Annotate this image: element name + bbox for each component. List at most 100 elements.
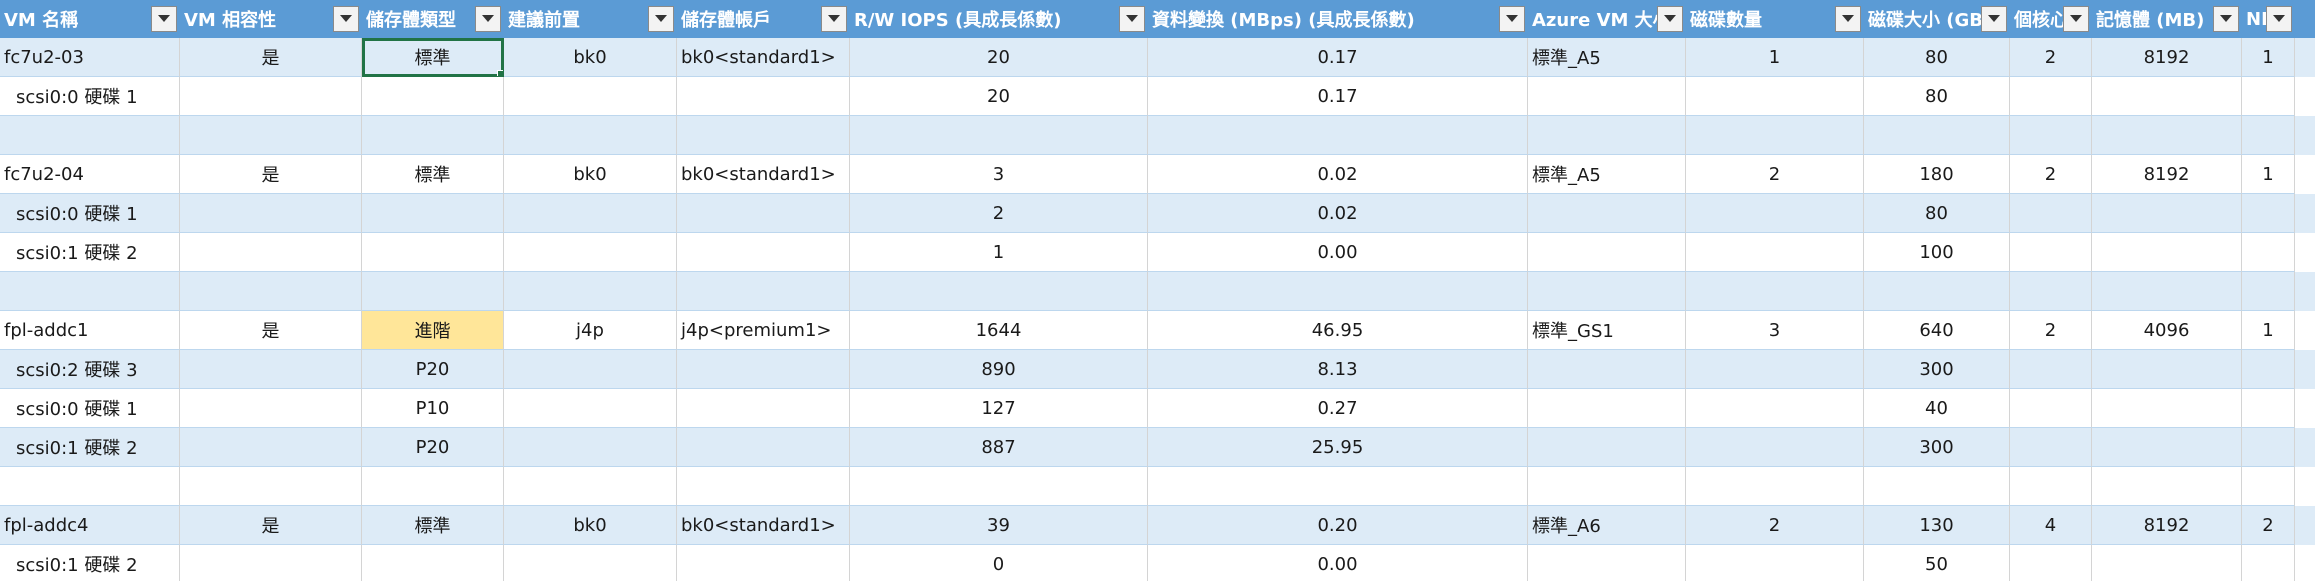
filter-dropdown-icon[interactable] bbox=[333, 6, 359, 32]
cell-data-churn[interactable] bbox=[1148, 116, 1528, 155]
cell-prefix[interactable] bbox=[504, 467, 677, 506]
cell-storage-type[interactable]: 標準 bbox=[362, 155, 504, 194]
cell-iops[interactable]: 39 bbox=[850, 506, 1148, 545]
cell-disk-count[interactable] bbox=[1686, 77, 1864, 116]
cell-storage-account[interactable] bbox=[677, 428, 850, 467]
cell-vm-name[interactable]: scsi0:1 硬碟 2 bbox=[0, 233, 180, 272]
filter-dropdown-icon[interactable] bbox=[648, 6, 674, 32]
cell-vm-compat[interactable] bbox=[180, 389, 362, 428]
cell-data-churn[interactable]: 8.13 bbox=[1148, 350, 1528, 389]
cell-data-churn[interactable] bbox=[1148, 272, 1528, 311]
cell-data-churn[interactable]: 0.27 bbox=[1148, 389, 1528, 428]
cell-disk-count[interactable] bbox=[1686, 467, 1864, 506]
cell-prefix[interactable]: bk0 bbox=[504, 506, 677, 545]
cell-vm-size[interactable]: 標準_A6 bbox=[1528, 506, 1686, 545]
cell-vm-name[interactable] bbox=[0, 272, 180, 311]
cell-vm-name[interactable] bbox=[0, 116, 180, 155]
cell-disk-size[interactable]: 130 bbox=[1864, 506, 2010, 545]
cell-vm-size[interactable] bbox=[1528, 428, 1686, 467]
cell-disk-size[interactable]: 180 bbox=[1864, 155, 2010, 194]
filter-dropdown-icon[interactable] bbox=[1835, 6, 1861, 32]
filter-dropdown-icon[interactable] bbox=[1657, 6, 1683, 32]
cell-data-churn[interactable]: 25.95 bbox=[1148, 428, 1528, 467]
cell-cores[interactable]: 2 bbox=[2010, 155, 2092, 194]
cell-memory[interactable] bbox=[2092, 389, 2242, 428]
cell-vm-compat[interactable] bbox=[180, 428, 362, 467]
cell-iops[interactable] bbox=[850, 272, 1148, 311]
cell-nic[interactable] bbox=[2242, 116, 2295, 155]
cell-storage-type[interactable] bbox=[362, 545, 504, 581]
cell-storage-account[interactable] bbox=[677, 194, 850, 233]
cell-nic[interactable]: 2 bbox=[2242, 506, 2295, 545]
cell-disk-count[interactable]: 3 bbox=[1686, 311, 1864, 350]
filter-dropdown-icon[interactable] bbox=[1981, 6, 2007, 32]
cell-vm-name[interactable]: scsi0:0 硬碟 1 bbox=[0, 194, 180, 233]
cell-nic[interactable] bbox=[2242, 389, 2295, 428]
cell-storage-account[interactable] bbox=[677, 233, 850, 272]
cell-vm-size[interactable] bbox=[1528, 194, 1686, 233]
cell-storage-type[interactable] bbox=[362, 467, 504, 506]
cell-iops[interactable] bbox=[850, 467, 1148, 506]
cell-vm-size[interactable] bbox=[1528, 116, 1686, 155]
cell-prefix[interactable] bbox=[504, 77, 677, 116]
cell-memory[interactable] bbox=[2092, 350, 2242, 389]
cell-vm-size[interactable] bbox=[1528, 467, 1686, 506]
cell-memory[interactable] bbox=[2092, 272, 2242, 311]
cell-vm-name[interactable]: scsi0:1 硬碟 2 bbox=[0, 428, 180, 467]
cell-vm-compat[interactable] bbox=[180, 350, 362, 389]
cell-memory[interactable]: 8192 bbox=[2092, 506, 2242, 545]
cell-disk-size[interactable]: 80 bbox=[1864, 38, 2010, 77]
cell-disk-size[interactable]: 80 bbox=[1864, 77, 2010, 116]
filter-dropdown-icon[interactable] bbox=[821, 6, 847, 32]
cell-disk-size[interactable]: 300 bbox=[1864, 350, 2010, 389]
cell-disk-count[interactable]: 1 bbox=[1686, 38, 1864, 77]
cell-storage-account[interactable] bbox=[677, 350, 850, 389]
cell-vm-name[interactable]: scsi0:1 硬碟 2 bbox=[0, 545, 180, 581]
cell-vm-compat[interactable]: 是 bbox=[180, 311, 362, 350]
cell-disk-size[interactable]: 640 bbox=[1864, 311, 2010, 350]
cell-disk-size[interactable]: 100 bbox=[1864, 233, 2010, 272]
filter-dropdown-icon[interactable] bbox=[1499, 6, 1525, 32]
filter-dropdown-icon[interactable] bbox=[2213, 6, 2239, 32]
cell-storage-type[interactable]: P10 bbox=[362, 389, 504, 428]
cell-data-churn[interactable]: 46.95 bbox=[1148, 311, 1528, 350]
cell-prefix[interactable] bbox=[504, 389, 677, 428]
cell-storage-account[interactable]: bk0<standard1> bbox=[677, 506, 850, 545]
cell-nic[interactable] bbox=[2242, 194, 2295, 233]
cell-storage-account[interactable] bbox=[677, 389, 850, 428]
cell-cores[interactable] bbox=[2010, 272, 2092, 311]
cell-nic[interactable]: 1 bbox=[2242, 155, 2295, 194]
cell-storage-type[interactable] bbox=[362, 233, 504, 272]
cell-cores[interactable] bbox=[2010, 233, 2092, 272]
cell-data-churn[interactable]: 0.02 bbox=[1148, 194, 1528, 233]
cell-cores[interactable] bbox=[2010, 350, 2092, 389]
cell-prefix[interactable] bbox=[504, 233, 677, 272]
cell-prefix[interactable]: bk0 bbox=[504, 155, 677, 194]
cell-prefix[interactable]: j4p bbox=[504, 311, 677, 350]
cell-memory[interactable] bbox=[2092, 116, 2242, 155]
cell-vm-compat[interactable]: 是 bbox=[180, 38, 362, 77]
cell-storage-account[interactable]: j4p<premium1> bbox=[677, 311, 850, 350]
cell-memory[interactable] bbox=[2092, 233, 2242, 272]
cell-vm-compat[interactable] bbox=[180, 77, 362, 116]
cell-disk-size[interactable] bbox=[1864, 272, 2010, 311]
cell-iops[interactable]: 1644 bbox=[850, 311, 1148, 350]
cell-iops[interactable]: 887 bbox=[850, 428, 1148, 467]
cell-data-churn[interactable]: 0.17 bbox=[1148, 77, 1528, 116]
cell-vm-compat[interactable] bbox=[180, 116, 362, 155]
cell-vm-name[interactable]: fc7u2-04 bbox=[0, 155, 180, 194]
cell-disk-count[interactable] bbox=[1686, 233, 1864, 272]
cell-disk-size[interactable]: 300 bbox=[1864, 428, 2010, 467]
cell-cores[interactable]: 4 bbox=[2010, 506, 2092, 545]
cell-vm-compat[interactable] bbox=[180, 545, 362, 581]
cell-prefix[interactable]: bk0 bbox=[504, 38, 677, 77]
cell-iops[interactable]: 20 bbox=[850, 77, 1148, 116]
cell-iops[interactable]: 3 bbox=[850, 155, 1148, 194]
cell-cores[interactable] bbox=[2010, 77, 2092, 116]
cell-disk-count[interactable] bbox=[1686, 350, 1864, 389]
cell-vm-name[interactable] bbox=[0, 467, 180, 506]
cell-disk-size[interactable]: 40 bbox=[1864, 389, 2010, 428]
cell-disk-size[interactable]: 80 bbox=[1864, 194, 2010, 233]
cell-storage-account[interactable] bbox=[677, 116, 850, 155]
cell-disk-size[interactable]: 50 bbox=[1864, 545, 2010, 581]
